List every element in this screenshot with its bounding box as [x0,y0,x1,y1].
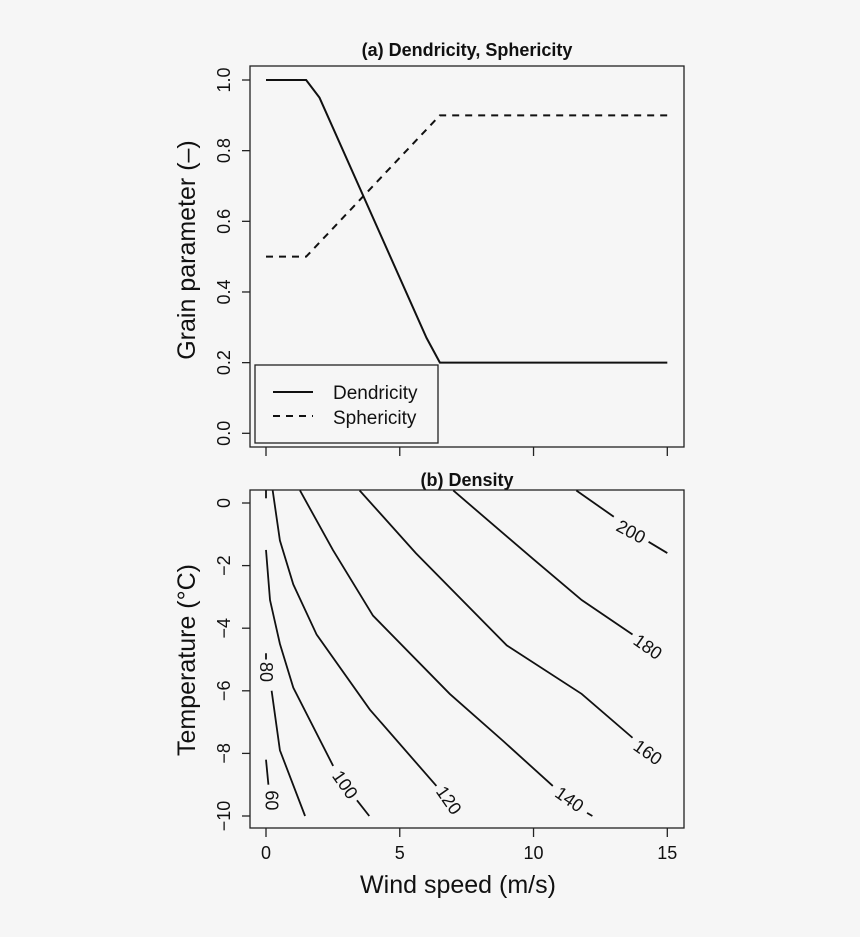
x-axis-label: Wind speed (m/s) [360,871,556,899]
contour-label-120: 120 [432,782,466,818]
contour-label-60: 60 [262,790,282,810]
panel-b: (b) Density Temperature (°C) Wind speed … [173,470,685,899]
contour-label-80: 80 [256,662,276,682]
panel-b-title: (b) Density [420,470,513,490]
y-tick-label: 0.4 [214,279,234,304]
x-tick-label: 5 [395,843,405,863]
panel-a: (a) Dendricity, Sphericity Grain paramet… [173,40,685,456]
contour-label-140: 140 [551,783,587,817]
contour-line-140 [586,812,593,817]
contour-label-180: 180 [630,630,666,664]
panel-a-plot-frame [249,65,685,448]
contour-line-60 [265,759,270,785]
contour-60: 60 [262,759,282,810]
contour-label-200: 200 [613,516,649,548]
contour-180: 180 [452,489,666,664]
contour-line-160 [358,489,634,739]
contour-label-100: 100 [328,767,362,803]
legend-label-dendricity: Dendricity [333,383,418,404]
y-tick-label: 1.0 [214,67,234,92]
panel-b-y-axis-label: Temperature (°C) [173,564,201,756]
panel-a-title: (a) Dendricity, Sphericity [362,40,573,60]
contour-line-100 [356,799,370,817]
series-line-dendricity [266,79,668,364]
contour-line-140 [299,490,554,787]
y-tick-label: −2 [214,555,234,576]
y-tick-label: 0.6 [214,209,234,234]
contour-line-80 [270,690,306,817]
series-line-sphericity [266,114,668,258]
y-tick-label: 0.8 [214,138,234,163]
legend: Dendricity Sphericity [254,364,439,444]
contour-100: 100 [265,490,370,817]
y-tick-label: 0.0 [214,421,234,446]
contour-line-120 [271,490,438,787]
contour-line-200 [575,489,615,518]
contour-line-180 [452,489,634,636]
y-tick-label: 0.2 [214,350,234,375]
y-tick-label: 0 [214,498,234,508]
contour-line-100 [265,549,334,767]
contour-200: 200 [575,489,668,554]
y-tick-label: −10 [214,801,234,832]
contour-80: 80 [256,653,306,817]
x-tick-label: 15 [657,843,677,863]
x-tick-label: 10 [524,843,544,863]
y-tick-label: −6 [214,681,234,702]
contour-line-200 [648,541,668,554]
panel-a-y-axis-label: Grain parameter (–) [173,140,201,360]
legend-box [254,364,439,444]
contour-120: 120 [271,490,466,818]
panel-b-plot-frame [249,489,685,829]
x-tick-label: 0 [261,843,271,863]
legend-label-sphericity: Sphericity [333,408,417,429]
y-tick-label: −8 [214,743,234,764]
contour-label-160: 160 [630,736,666,770]
y-tick-label: −4 [214,618,234,639]
